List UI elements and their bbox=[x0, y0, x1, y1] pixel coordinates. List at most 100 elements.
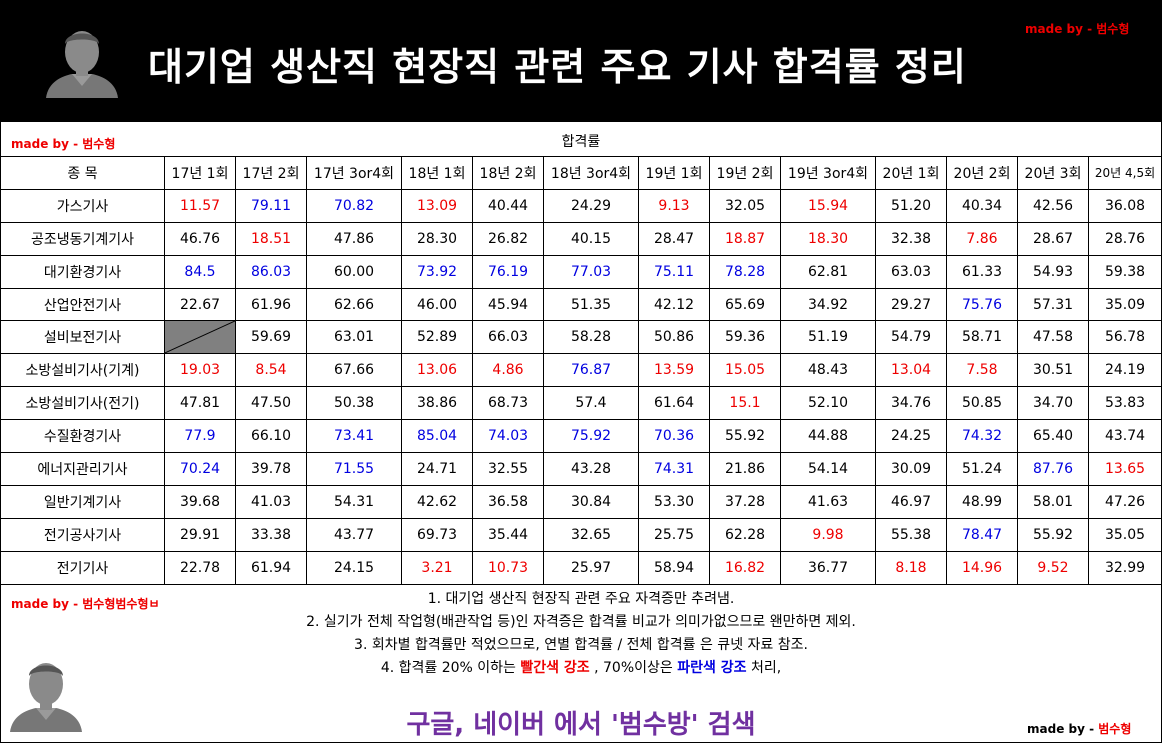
note-2: 2. 실기가 전체 작업형(배관작업 등)인 자격증은 합격률 비교가 의미가없… bbox=[306, 614, 856, 630]
value-cell: 51.24 bbox=[946, 452, 1018, 486]
value-cell: 47.26 bbox=[1088, 484, 1162, 519]
column-header: 18년 2회 bbox=[472, 156, 544, 190]
value-cell: 11.57 bbox=[164, 188, 236, 223]
value-cell: 75.92 bbox=[543, 419, 639, 454]
row-name-cell: 공조냉동기계기사 bbox=[0, 221, 165, 256]
value-cell: 42.62 bbox=[401, 484, 473, 519]
row-name-cell: 소방설비기사(전기) bbox=[0, 386, 165, 421]
value-cell: 32.99 bbox=[1088, 550, 1162, 585]
value-cell: 47.86 bbox=[306, 221, 402, 256]
note-3: 3. 회차별 합격률만 적었으므로, 연별 합격률 / 전체 합격률 은 큐넷 … bbox=[354, 637, 808, 653]
value-cell: 10.73 bbox=[472, 550, 544, 585]
value-cell: 7.86 bbox=[946, 221, 1018, 256]
value-cell: 43.74 bbox=[1088, 419, 1162, 454]
notes-section: 1. 대기업 생산직 현장직 관련 주요 자격증만 추려냄. 2. 실기가 전체… bbox=[200, 588, 962, 680]
value-cell: 57.4 bbox=[543, 386, 639, 421]
blue-highlight-text: 파란색 강조 bbox=[677, 660, 747, 676]
value-cell: 3.21 bbox=[401, 550, 473, 585]
value-cell: 9.13 bbox=[638, 188, 710, 223]
column-header: 18년 1회 bbox=[401, 156, 473, 190]
value-cell: 42.56 bbox=[1017, 188, 1089, 223]
value-cell: 28.67 bbox=[1017, 221, 1089, 256]
value-cell: 36.58 bbox=[472, 484, 544, 519]
value-cell: 25.97 bbox=[543, 550, 639, 585]
value-cell: 45.94 bbox=[472, 287, 544, 322]
value-cell: 18.87 bbox=[709, 221, 781, 256]
value-cell: 50.38 bbox=[306, 386, 402, 421]
column-header: 20년 2회 bbox=[946, 156, 1018, 190]
value-cell: 65.40 bbox=[1017, 419, 1089, 454]
value-cell: 28.47 bbox=[638, 221, 710, 256]
value-cell: 70.82 bbox=[306, 188, 402, 223]
value-cell: 55.92 bbox=[1017, 517, 1089, 552]
value-cell: 65.69 bbox=[709, 287, 781, 322]
value-cell: 58.94 bbox=[638, 550, 710, 585]
row-name-cell: 전기기사 bbox=[0, 550, 165, 585]
value-cell: 61.94 bbox=[235, 550, 307, 585]
value-cell: 9.98 bbox=[780, 517, 876, 552]
page-title: 대기업 생산직 현장직 관련 주요 기사 합격률 정리 bbox=[148, 45, 967, 89]
red-highlight-text: 빨간색 강조 bbox=[520, 660, 590, 676]
row-name-cell: 가스기사 bbox=[0, 188, 165, 223]
value-cell: 41.63 bbox=[780, 484, 876, 519]
made-by-label: made by - 범수형범수형ㅂ bbox=[11, 597, 160, 611]
row-name-cell: 수질환경기사 bbox=[0, 419, 165, 454]
value-cell: 22.78 bbox=[164, 550, 236, 585]
value-cell: 18.51 bbox=[235, 221, 307, 256]
value-cell: 60.00 bbox=[306, 254, 402, 289]
table-row: 소방설비기사(전기) 47.81 47.50 50.38 38.86 68.73 57.4 6… bbox=[0, 386, 1162, 421]
row-name-cell: 대기환경기사 bbox=[0, 254, 165, 289]
value-cell: 13.06 bbox=[401, 353, 473, 388]
value-cell: 55.92 bbox=[709, 419, 781, 454]
value-cell: 24.15 bbox=[306, 550, 402, 585]
table-row: 소방설비기사(기계) 19.03 8.54 67.66 13.06 4.86 76.87 13… bbox=[0, 353, 1162, 388]
value-cell: 35.44 bbox=[472, 517, 544, 552]
value-cell: 58.01 bbox=[1017, 484, 1089, 519]
row-name-cell: 소방설비기사(기계) bbox=[0, 353, 165, 388]
value-cell: 21.86 bbox=[709, 452, 781, 486]
table-row: 대기환경기사 84.5 86.03 60.00 73.92 76.19 77.03 75.11… bbox=[0, 254, 1162, 289]
value-cell: 51.35 bbox=[543, 287, 639, 322]
value-cell: 78.47 bbox=[946, 517, 1018, 552]
value-cell: 61.33 bbox=[946, 254, 1018, 289]
column-header: 17년 3or4회 bbox=[306, 156, 402, 190]
value-cell: 29.27 bbox=[875, 287, 947, 322]
value-cell: 25.75 bbox=[638, 517, 710, 552]
value-cell: 33.38 bbox=[235, 517, 307, 552]
diagonal-slash-icon bbox=[165, 321, 235, 353]
value-cell: 74.31 bbox=[638, 452, 710, 486]
made-by-label: made by - 범수형 bbox=[11, 137, 116, 151]
value-cell: 47.50 bbox=[235, 386, 307, 421]
value-cell: 36.77 bbox=[780, 550, 876, 585]
value-cell: 19.03 bbox=[164, 353, 236, 388]
person-avatar-icon bbox=[40, 22, 124, 102]
value-cell: 35.09 bbox=[1088, 287, 1162, 322]
value-cell: 59.36 bbox=[709, 320, 781, 355]
value-cell: 52.10 bbox=[780, 386, 876, 421]
value-cell: 40.15 bbox=[543, 221, 639, 256]
value-cell: 62.81 bbox=[780, 254, 876, 289]
pass-rate-table: 종 목 17년 1회 17년 2회 17년 3or4회 18년 1회 18년 2회 18년 … bbox=[0, 156, 1162, 585]
note-1: 1. 대기업 생산직 현장직 관련 주요 자격증만 추려냄. bbox=[427, 591, 735, 607]
value-cell: 30.09 bbox=[875, 452, 947, 486]
value-cell: 59.38 bbox=[1088, 254, 1162, 289]
search-promo-text: 구글, 네이버 에서 '범수방' 검색 bbox=[406, 710, 756, 740]
column-header: 17년 2회 bbox=[235, 156, 307, 190]
row-name-cell: 설비보전기사 bbox=[0, 320, 165, 355]
value-cell: 40.34 bbox=[946, 188, 1018, 223]
value-cell: 69.73 bbox=[401, 517, 473, 552]
column-header: 17년 1회 bbox=[164, 156, 236, 190]
value-cell: 70.24 bbox=[164, 452, 236, 486]
note-4: 4. 합격률 20% 이하는 빨간색 강조 , 70%이상은 파란색 강조 처리… bbox=[380, 660, 782, 676]
value-cell: 74.32 bbox=[946, 419, 1018, 454]
table-header-row: 종 목 17년 1회 17년 2회 17년 3or4회 18년 1회 18년 2회 18년 … bbox=[0, 156, 1162, 190]
value-cell: 35.05 bbox=[1088, 517, 1162, 552]
value-cell: 13.04 bbox=[875, 353, 947, 388]
row-name-cell: 산업안전기사 bbox=[0, 287, 165, 322]
value-cell: 57.31 bbox=[1017, 287, 1089, 322]
value-cell: 55.38 bbox=[875, 517, 947, 552]
value-cell: 67.66 bbox=[306, 353, 402, 388]
value-cell: 39.78 bbox=[235, 452, 307, 486]
value-cell: 84.5 bbox=[164, 254, 236, 289]
